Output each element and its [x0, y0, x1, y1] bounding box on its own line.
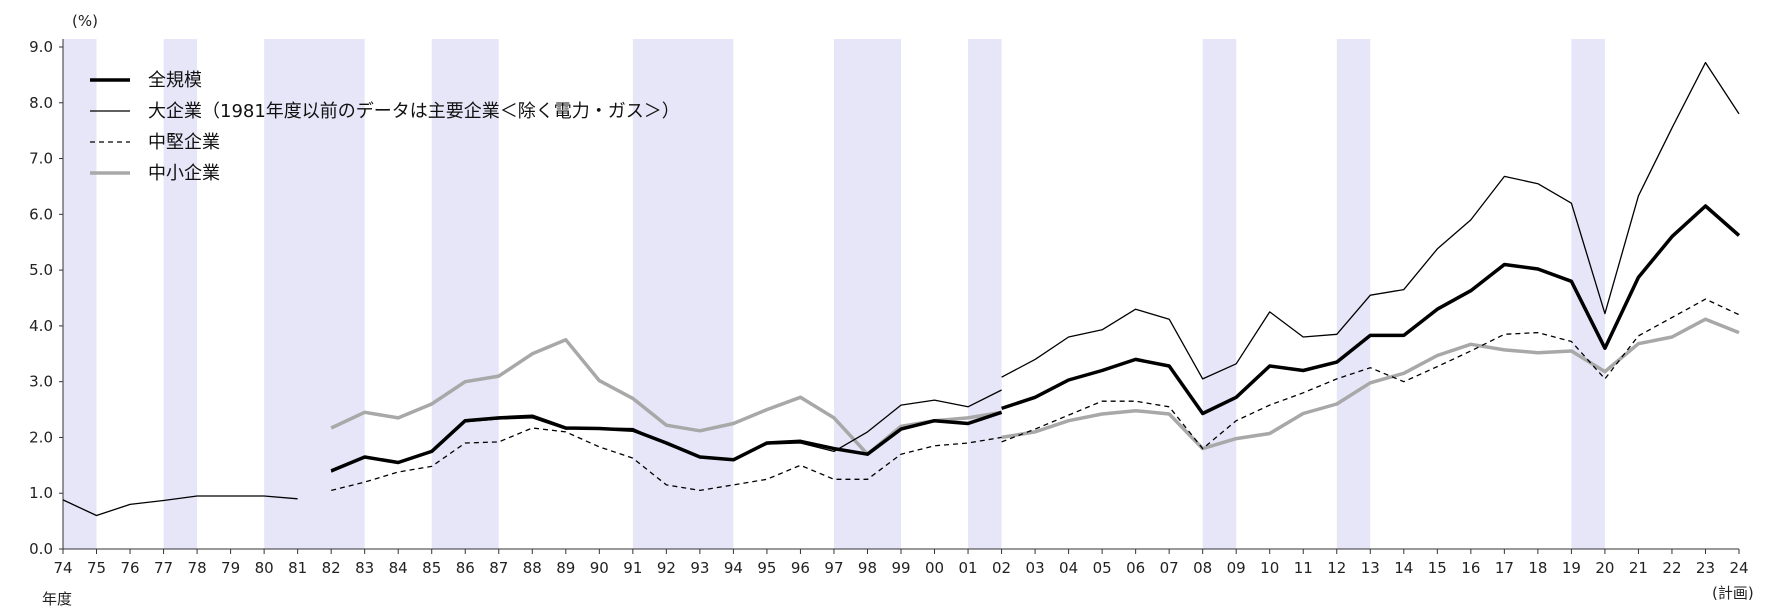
y-tick-label-5: 5.0	[29, 261, 53, 279]
x-tick-label-48: 22	[1662, 559, 1681, 577]
legend-label-3: 中小企業	[148, 163, 220, 184]
series-1-line-segment-2	[1001, 61, 1740, 380]
x-tick-label-43: 17	[1495, 559, 1514, 577]
x-tick-label-26: 00	[925, 559, 944, 577]
x-tick-label-38: 12	[1327, 559, 1346, 577]
series-1-line-segment-0	[62, 495, 298, 517]
plan-note: (計画)	[1712, 584, 1754, 602]
x-tick-label-3: 77	[154, 559, 173, 577]
x-tick-label-44: 18	[1528, 559, 1547, 577]
x-tick-label-19: 93	[690, 559, 709, 577]
x-tick-label-30: 04	[1059, 559, 1078, 577]
y-tick-label-7: 7.0	[29, 150, 53, 168]
x-tick-label-15: 89	[556, 559, 575, 577]
x-tick-label-45: 19	[1562, 559, 1581, 577]
x-tick-label-11: 85	[422, 559, 441, 577]
series-lines	[62, 61, 1741, 517]
x-tick-label-34: 08	[1193, 559, 1212, 577]
y-tick-label-4: 4.0	[29, 317, 53, 335]
series-3-line-segment-1	[1001, 317, 1740, 451]
series-2-line-segment-0	[331, 427, 1002, 492]
x-tick-label-20: 94	[724, 559, 743, 577]
x-tick-label-42: 16	[1461, 559, 1480, 577]
x-tick-label-28: 02	[992, 559, 1011, 577]
x-tick-label-10: 84	[389, 559, 408, 577]
shaded-band-3	[431, 39, 499, 549]
x-tick-label-14: 88	[523, 559, 542, 577]
x-axis-ticks: 74 75 76 77 78 79 80 81 82 83 84 85 86 87 88 89 90 91 92 93…	[53, 549, 1749, 577]
legend-label-2: 中堅企業	[148, 132, 220, 153]
x-tick-label-16: 90	[590, 559, 609, 577]
y-tick-label-1: 1.0	[29, 484, 53, 502]
x-tick-label-23: 97	[824, 559, 843, 577]
x-tick-label-40: 14	[1394, 559, 1413, 577]
legend-label-0: 全規模	[148, 70, 202, 91]
series-2-line-segment-1	[1001, 298, 1740, 450]
x-tick-label-17: 91	[623, 559, 642, 577]
series-0-line-segment-1	[1001, 204, 1741, 416]
x-tick-label-9: 83	[355, 559, 374, 577]
x-tick-label-33: 07	[1160, 559, 1179, 577]
x-tick-label-4: 78	[188, 559, 207, 577]
x-tick-label-29: 03	[1026, 559, 1045, 577]
y-tick-label-6: 6.0	[29, 205, 53, 223]
x-tick-label-50: 24	[1729, 559, 1748, 577]
x-tick-label-5: 79	[221, 559, 240, 577]
x-tick-label-27: 01	[958, 559, 977, 577]
shaded-band-1	[163, 39, 198, 549]
x-tick-label-1: 75	[87, 559, 106, 577]
x-tick-label-6: 80	[255, 559, 274, 577]
x-axis-label: 年度	[42, 590, 72, 608]
x-tick-label-0: 74	[53, 559, 72, 577]
x-tick-label-32: 06	[1126, 559, 1145, 577]
x-tick-label-41: 15	[1428, 559, 1447, 577]
shaded-band-8	[1336, 39, 1371, 549]
y-unit-label: (%)	[72, 12, 98, 30]
x-tick-label-7: 81	[288, 559, 307, 577]
x-tick-label-18: 92	[657, 559, 676, 577]
shaded-bands	[63, 39, 1605, 549]
y-tick-label-3: 3.0	[29, 373, 53, 391]
y-axis-ticks: 0.0 1.0 2.0 3.0 4.0 5.0 6.0 7.0 8.0 9.0	[29, 38, 63, 558]
x-tick-label-2: 76	[120, 559, 139, 577]
x-tick-label-49: 23	[1696, 559, 1715, 577]
shaded-band-7	[1202, 39, 1237, 549]
legend-label-1: 大企業（1981年度以前のデータは主要企業＜除く電力・ガス＞）	[148, 101, 680, 122]
x-tick-label-24: 98	[858, 559, 877, 577]
shaded-band-6	[968, 39, 1002, 549]
x-tick-label-47: 21	[1629, 559, 1648, 577]
shaded-band-4	[632, 39, 734, 549]
x-tick-label-35: 09	[1227, 559, 1246, 577]
x-tick-label-8: 82	[322, 559, 341, 577]
shaded-band-5	[833, 39, 901, 549]
x-tick-label-13: 87	[489, 559, 508, 577]
series-0-line-segment-0	[330, 410, 1003, 473]
x-tick-label-25: 99	[891, 559, 910, 577]
x-tick-label-36: 10	[1260, 559, 1279, 577]
x-tick-label-46: 20	[1595, 559, 1614, 577]
y-tick-label-8: 8.0	[29, 94, 53, 112]
x-tick-label-22: 96	[791, 559, 810, 577]
x-tick-label-37: 11	[1294, 559, 1313, 577]
shaded-band-0	[63, 39, 97, 549]
x-tick-label-12: 86	[456, 559, 475, 577]
y-tick-label-9: 9.0	[29, 38, 53, 56]
x-tick-label-21: 95	[757, 559, 776, 577]
y-tick-label-0: 0.0	[29, 540, 53, 558]
x-tick-label-39: 13	[1361, 559, 1380, 577]
y-tick-label-2: 2.0	[29, 428, 53, 446]
x-tick-label-31: 05	[1093, 559, 1112, 577]
